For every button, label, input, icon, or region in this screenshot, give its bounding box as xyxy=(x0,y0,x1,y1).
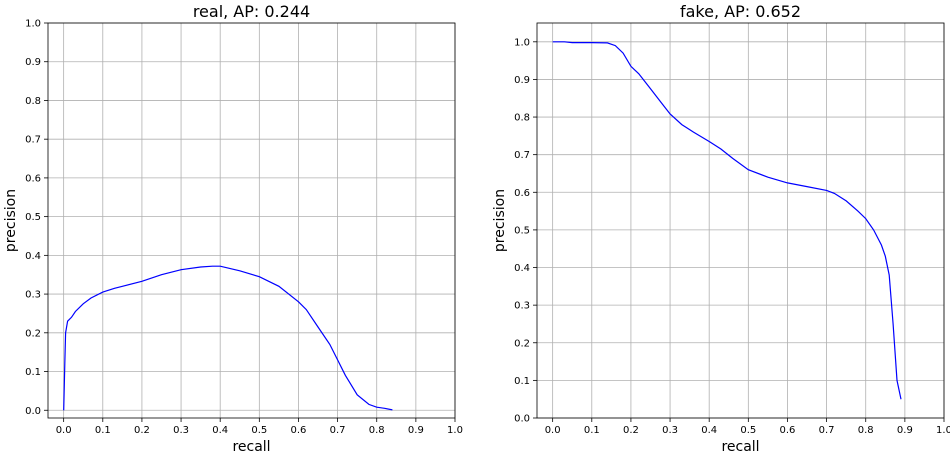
plot-frame xyxy=(47,22,456,419)
x-tick-label: 0.2 xyxy=(623,425,639,436)
x-tick-label: 1.0 xyxy=(447,425,463,436)
y-tick-label: 0.3 xyxy=(514,301,530,312)
x-tick-label: 0.2 xyxy=(134,425,150,436)
x-tick-label: 0.1 xyxy=(95,425,111,436)
x-tick-label: 0.9 xyxy=(408,425,424,436)
x-tick-label: 0.3 xyxy=(173,425,189,436)
x-tick-label: 0.1 xyxy=(584,425,600,436)
x-tick-label: 0.7 xyxy=(330,425,346,436)
y-tick-label: 0.1 xyxy=(514,376,530,387)
x-tick-label: 0.6 xyxy=(780,425,796,436)
y-tick-label: 0.4 xyxy=(514,263,530,274)
y-tick-label: 0.9 xyxy=(25,57,41,68)
x-tick-label: 0.3 xyxy=(662,425,678,436)
y-tick-label: 1.0 xyxy=(514,37,530,48)
x-tick-label: 0.6 xyxy=(291,425,307,436)
x-tick-label: 0.4 xyxy=(212,425,228,436)
y-axis-label: precision xyxy=(3,189,19,252)
y-tick-label: 0.0 xyxy=(25,406,41,417)
y-tick-label: 0.6 xyxy=(514,188,530,199)
y-tick-label: 0.6 xyxy=(25,173,41,184)
real-pr-chart: 0.0 0.1 0.2 0.3 0.4 0.5 0.6 0.7 0.8 0.9 1.0 0.0 0.1 0… xyxy=(3,2,463,455)
chart-title: fake, AP: 0.652 xyxy=(680,2,801,21)
precision-recall-line xyxy=(552,41,902,400)
x-axis-label: recall xyxy=(721,439,759,455)
y-tick-label: 0.0 xyxy=(514,414,530,425)
x-tick-label: 0.4 xyxy=(701,425,717,436)
x-tick-label: 0.5 xyxy=(740,425,756,436)
y-tick-label: 1.0 xyxy=(25,19,41,30)
x-tick-label: 0.9 xyxy=(897,425,913,436)
y-tick-label: 0.5 xyxy=(25,212,41,223)
fake-pr-chart: 0.0 0.1 0.2 0.3 0.4 0.5 0.6 0.7 0.8 0.9 1.0 0.0 0.1 0… xyxy=(492,2,950,455)
chart-title: real, AP: 0.244 xyxy=(193,2,310,21)
y-tick-label: 0.7 xyxy=(514,150,530,161)
x-tick-label: 0.8 xyxy=(369,425,385,436)
x-tick-label: 1.0 xyxy=(936,425,950,436)
y-tick-label: 0.1 xyxy=(25,367,41,378)
y-tick-label: 0.3 xyxy=(25,290,41,301)
x-tick-label: 0.0 xyxy=(56,425,72,436)
y-tick-label: 0.8 xyxy=(25,96,41,107)
x-tick-label: 0.8 xyxy=(858,425,874,436)
y-tick-label: 0.5 xyxy=(514,225,530,236)
y-axis-label: precision xyxy=(492,189,508,252)
x-tick-label: 0.7 xyxy=(819,425,835,436)
x-tick-label: 0.5 xyxy=(251,425,267,436)
y-tick-label: 0.9 xyxy=(514,75,530,86)
precision-recall-line xyxy=(63,265,393,411)
x-axis-label: recall xyxy=(232,439,270,455)
y-tick-label: 0.8 xyxy=(514,113,530,124)
y-tick-label: 0.2 xyxy=(25,328,41,339)
x-tick-label: 0.0 xyxy=(545,425,561,436)
y-tick-label: 0.7 xyxy=(25,135,41,146)
y-tick-label: 0.4 xyxy=(25,251,41,262)
y-tick-label: 0.2 xyxy=(514,338,530,349)
plot-frame xyxy=(536,22,945,419)
